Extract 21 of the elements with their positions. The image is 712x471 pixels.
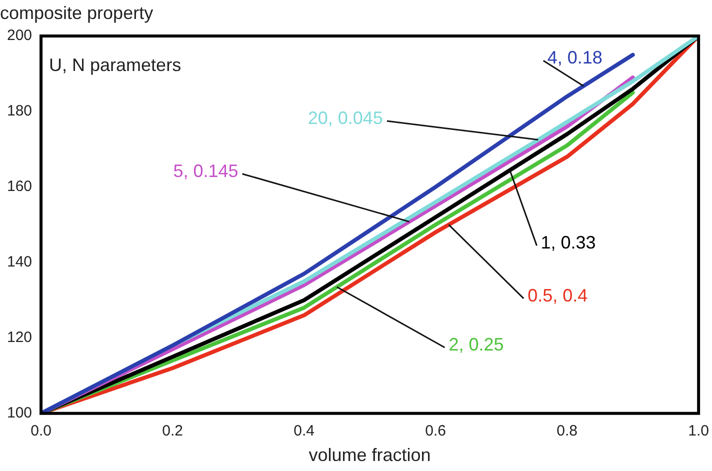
x-tick-label: 0.8: [556, 422, 578, 440]
y-tick-label: 120: [6, 329, 32, 346]
text: 1, 0.33: [540, 232, 596, 253]
text: 2, 0.25: [448, 334, 504, 354]
y-tick-label: 180: [6, 102, 32, 120]
x-tick-label: 0.4: [294, 422, 314, 440]
x-tick-label: 1.0: [688, 422, 710, 440]
x-tick-label: 0.0: [30, 422, 52, 440]
x-axis-title: volume fraction: [308, 445, 431, 466]
x-tick-label: 0.2: [162, 422, 183, 440]
x-tick-label: 0.6: [425, 422, 446, 440]
y-axis-title: composite property: [0, 2, 154, 23]
series-label: 4, 0.18: [547, 48, 602, 68]
y-tick-label: 200: [6, 27, 32, 44]
y-tick-label: 160: [6, 178, 32, 196]
text: 5, 0.145: [173, 160, 238, 181]
text: 0.5, 0.4: [528, 285, 588, 306]
y-tick-label: 140: [6, 254, 32, 271]
y-tick-label: 100: [6, 404, 32, 422]
annotation: U, N parameters: [49, 54, 182, 75]
text: 20, 0.045: [308, 108, 383, 128]
